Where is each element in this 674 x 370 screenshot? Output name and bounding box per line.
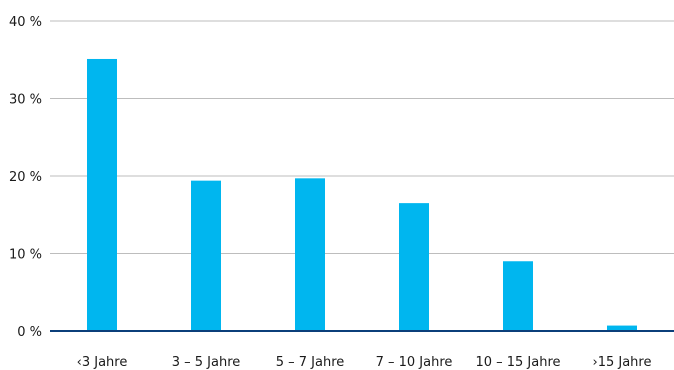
bar: [399, 203, 429, 331]
bar: [607, 325, 637, 331]
bar: [191, 180, 221, 331]
x-category-label: 5 – 7 Jahre: [276, 355, 345, 370]
x-category-label: ›15 Jahre: [593, 355, 652, 370]
y-tick-labels: 0 % 10 % 20 % 30 % 40 %: [9, 15, 42, 340]
y-tick-label: 0 %: [17, 325, 42, 340]
bar: [503, 261, 533, 331]
x-category-label: ‹3 Jahre: [77, 355, 128, 370]
bars: [87, 58, 637, 331]
bar: [87, 58, 117, 331]
y-tick-label: 20 %: [9, 170, 42, 185]
y-tick-label: 10 %: [9, 248, 42, 263]
x-category-labels: ‹3 Jahre 3 – 5 Jahre 5 – 7 Jahre 7 – 10 Jah…: [77, 355, 652, 370]
x-category-label: 3 – 5 Jahre: [172, 355, 241, 370]
x-category-label: 10 – 15 Jahre: [475, 355, 560, 370]
bar: [295, 178, 325, 331]
y-tick-label: 40 %: [9, 15, 42, 30]
grid-lines: [50, 20, 674, 254]
y-tick-label: 30 %: [9, 93, 42, 108]
x-category-label: 7 – 10 Jahre: [376, 355, 453, 370]
